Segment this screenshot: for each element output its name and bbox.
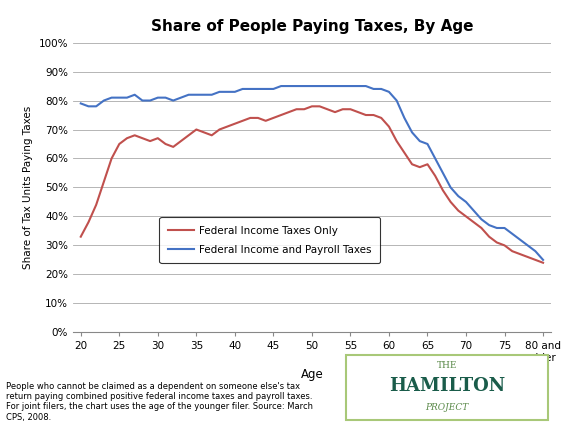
- Federal Income and Payroll Taxes: [332, 83, 338, 89]
- Text: People who cannot be claimed as a dependent on someone else's tax
return paying : People who cannot be claimed as a depend…: [6, 382, 312, 422]
- Federal Income Taxes Only: [170, 144, 176, 150]
- Federal Income Taxes Only: [362, 112, 369, 118]
- Title: Share of People Paying Taxes, By Age: Share of People Paying Taxes, By Age: [151, 20, 473, 35]
- Federal Income Taxes Only: [332, 109, 338, 115]
- FancyBboxPatch shape: [346, 355, 547, 420]
- Federal Income and Payroll Taxes: [239, 86, 246, 92]
- Federal Income and Payroll Taxes: [540, 257, 546, 262]
- Federal Income and Payroll Taxes: [362, 83, 369, 89]
- Federal Income and Payroll Taxes: [78, 101, 84, 106]
- Y-axis label: Share of Tax Units Paying Taxes: Share of Tax Units Paying Taxes: [23, 106, 33, 269]
- Federal Income Taxes Only: [540, 260, 546, 265]
- Federal Income Taxes Only: [185, 133, 192, 138]
- Text: THE: THE: [437, 361, 457, 371]
- Federal Income Taxes Only: [486, 234, 492, 239]
- Line: Federal Income Taxes Only: Federal Income Taxes Only: [81, 106, 543, 263]
- Federal Income and Payroll Taxes: [486, 222, 492, 227]
- Legend: Federal Income Taxes Only, Federal Income and Payroll Taxes: Federal Income Taxes Only, Federal Incom…: [160, 217, 380, 263]
- Federal Income Taxes Only: [78, 234, 84, 239]
- Federal Income Taxes Only: [239, 118, 246, 124]
- Text: HAMILTON: HAMILTON: [389, 377, 505, 395]
- Federal Income and Payroll Taxes: [278, 83, 284, 89]
- Federal Income and Payroll Taxes: [185, 92, 192, 97]
- Federal Income and Payroll Taxes: [170, 98, 176, 103]
- Line: Federal Income and Payroll Taxes: Federal Income and Payroll Taxes: [81, 86, 543, 260]
- X-axis label: Age: Age: [301, 368, 323, 381]
- Federal Income Taxes Only: [309, 104, 315, 109]
- Text: PROJECT: PROJECT: [425, 403, 468, 412]
